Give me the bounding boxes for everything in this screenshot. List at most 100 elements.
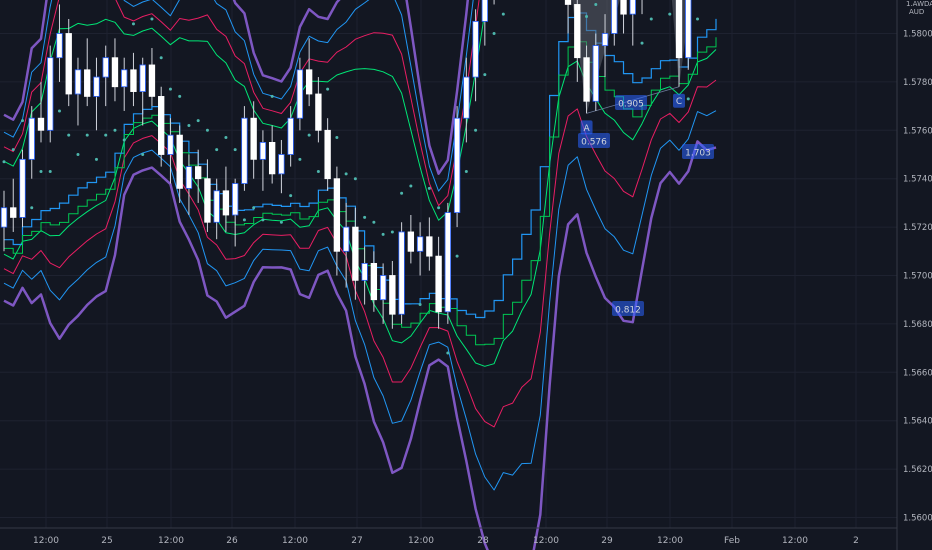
candle-body <box>10 207 17 218</box>
ratio-label: 1.703 <box>682 144 714 159</box>
candle <box>213 178 220 240</box>
sar-dot <box>131 22 135 26</box>
candle <box>93 57 100 131</box>
pattern-point-label: A <box>583 124 590 134</box>
candle-body <box>463 76 470 119</box>
sar-dot <box>39 169 43 173</box>
sar-dot <box>150 17 154 21</box>
candle-body <box>241 117 248 184</box>
candle-body <box>56 33 63 59</box>
sar-dot <box>205 128 209 132</box>
ratio-label-text: 0.905 <box>618 100 644 110</box>
candle <box>158 86 165 167</box>
candle-body <box>148 64 156 97</box>
candle <box>333 166 341 276</box>
candle <box>416 222 424 276</box>
candle-body <box>65 33 72 95</box>
sar-dot <box>474 128 478 132</box>
candle-body <box>574 4 581 59</box>
sar-dot <box>400 191 404 195</box>
candle-body <box>370 262 378 301</box>
pattern-point-label: C <box>676 97 682 107</box>
sar-dot <box>585 15 589 19</box>
candle-body <box>583 57 590 102</box>
price-tick-label: 1.57800 <box>903 78 932 88</box>
sar-dot <box>242 218 246 222</box>
time-tick-label: 12:00 <box>33 536 59 546</box>
candle-body <box>268 141 276 175</box>
candle-body <box>111 57 119 88</box>
candle-body <box>398 231 405 315</box>
price-tick-label: 1.56200 <box>903 465 932 475</box>
sar-dot <box>594 2 598 6</box>
sar-dot <box>686 97 690 101</box>
candle-body <box>426 236 433 257</box>
ratio-label: 0.576 <box>578 133 610 148</box>
candle <box>241 106 248 191</box>
candle <box>167 118 174 184</box>
time-tick-label: 25 <box>101 536 112 546</box>
price-tick-label: 1.56000 <box>903 514 932 524</box>
candle-body <box>453 117 461 213</box>
candle-body <box>389 275 396 315</box>
candle-body <box>342 226 350 252</box>
candle <box>56 4 63 82</box>
ratio-label-text: 0.812 <box>615 306 641 316</box>
time-tick-label: 29 <box>601 536 613 546</box>
candle-body <box>675 0 683 59</box>
candle <box>231 178 239 247</box>
candle-body <box>407 231 415 252</box>
candle-body <box>685 0 692 59</box>
sar-dot <box>2 160 6 164</box>
candle-body <box>315 93 322 131</box>
price-tick-label: 1.57200 <box>903 223 932 233</box>
candle <box>222 166 230 232</box>
candlesticks <box>0 0 692 329</box>
candle-body <box>167 134 174 155</box>
candle <box>176 125 183 203</box>
candle <box>287 106 294 167</box>
sar-dot <box>668 12 672 16</box>
candle-body <box>435 255 442 313</box>
sar-dot <box>279 220 283 224</box>
candle <box>102 45 109 107</box>
candle-body <box>361 262 368 281</box>
candle-body <box>121 69 128 88</box>
candle-body <box>93 76 100 97</box>
candle <box>361 246 368 305</box>
price-tick-label: 1.57600 <box>903 126 932 136</box>
candle-body <box>472 20 479 78</box>
candle <box>0 190 8 252</box>
candle <box>592 33 599 111</box>
sar-dot <box>437 206 441 210</box>
candle <box>10 178 17 232</box>
candle-body <box>19 158 26 218</box>
candle <box>278 139 285 194</box>
candle-body <box>278 154 285 175</box>
time-tick-label: 28 <box>477 536 489 546</box>
candle-body <box>416 236 424 252</box>
candle-body <box>620 0 627 15</box>
sar-dot <box>353 177 357 181</box>
candle <box>204 159 211 232</box>
price-axis-panel[interactable] <box>897 0 932 550</box>
candle <box>315 77 322 143</box>
sar-dot <box>326 87 330 91</box>
candle-body <box>592 45 599 102</box>
candle-body <box>139 64 146 92</box>
candle <box>148 48 156 107</box>
candle <box>130 52 137 107</box>
ratio-label-bg <box>682 144 714 159</box>
time-tick-label: 12:00 <box>782 536 808 546</box>
candle <box>324 118 331 191</box>
parabolic-sar-dots <box>2 2 700 355</box>
time-tick-label: 12:00 <box>158 536 184 546</box>
candle <box>342 202 350 288</box>
candle <box>65 18 72 107</box>
sar-dot <box>85 133 89 137</box>
time-tick-label: 12:00 <box>657 536 683 546</box>
candle-body <box>601 33 609 47</box>
sar-dot <box>307 133 311 137</box>
time-tick-label: 27 <box>351 536 362 546</box>
